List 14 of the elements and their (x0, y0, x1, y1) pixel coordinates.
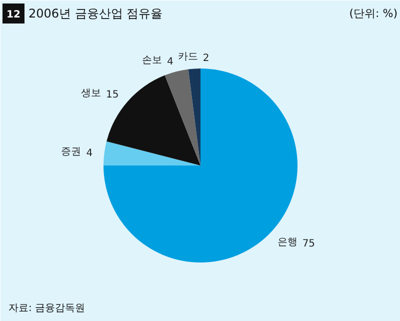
text: 자료: 금융감독원 (8, 303, 86, 314)
slice-label: 손보 (142, 54, 162, 66)
data-label: 75 (302, 238, 316, 250)
slice-label: 은행 (277, 236, 298, 248)
data-label: 2 (202, 53, 210, 64)
slice-label: 카드 (178, 52, 198, 63)
data-label: 4 (86, 148, 93, 159)
text: 12 (6, 10, 20, 20)
chart-title: 2006년 금융산업 점유율 (28, 6, 163, 20)
text: (단위: %) (349, 7, 398, 20)
data-label: 4 (166, 56, 174, 68)
data-label: 15 (106, 90, 119, 101)
slice-label: 생보 (81, 88, 102, 100)
slice-label: 증권 (61, 146, 82, 158)
